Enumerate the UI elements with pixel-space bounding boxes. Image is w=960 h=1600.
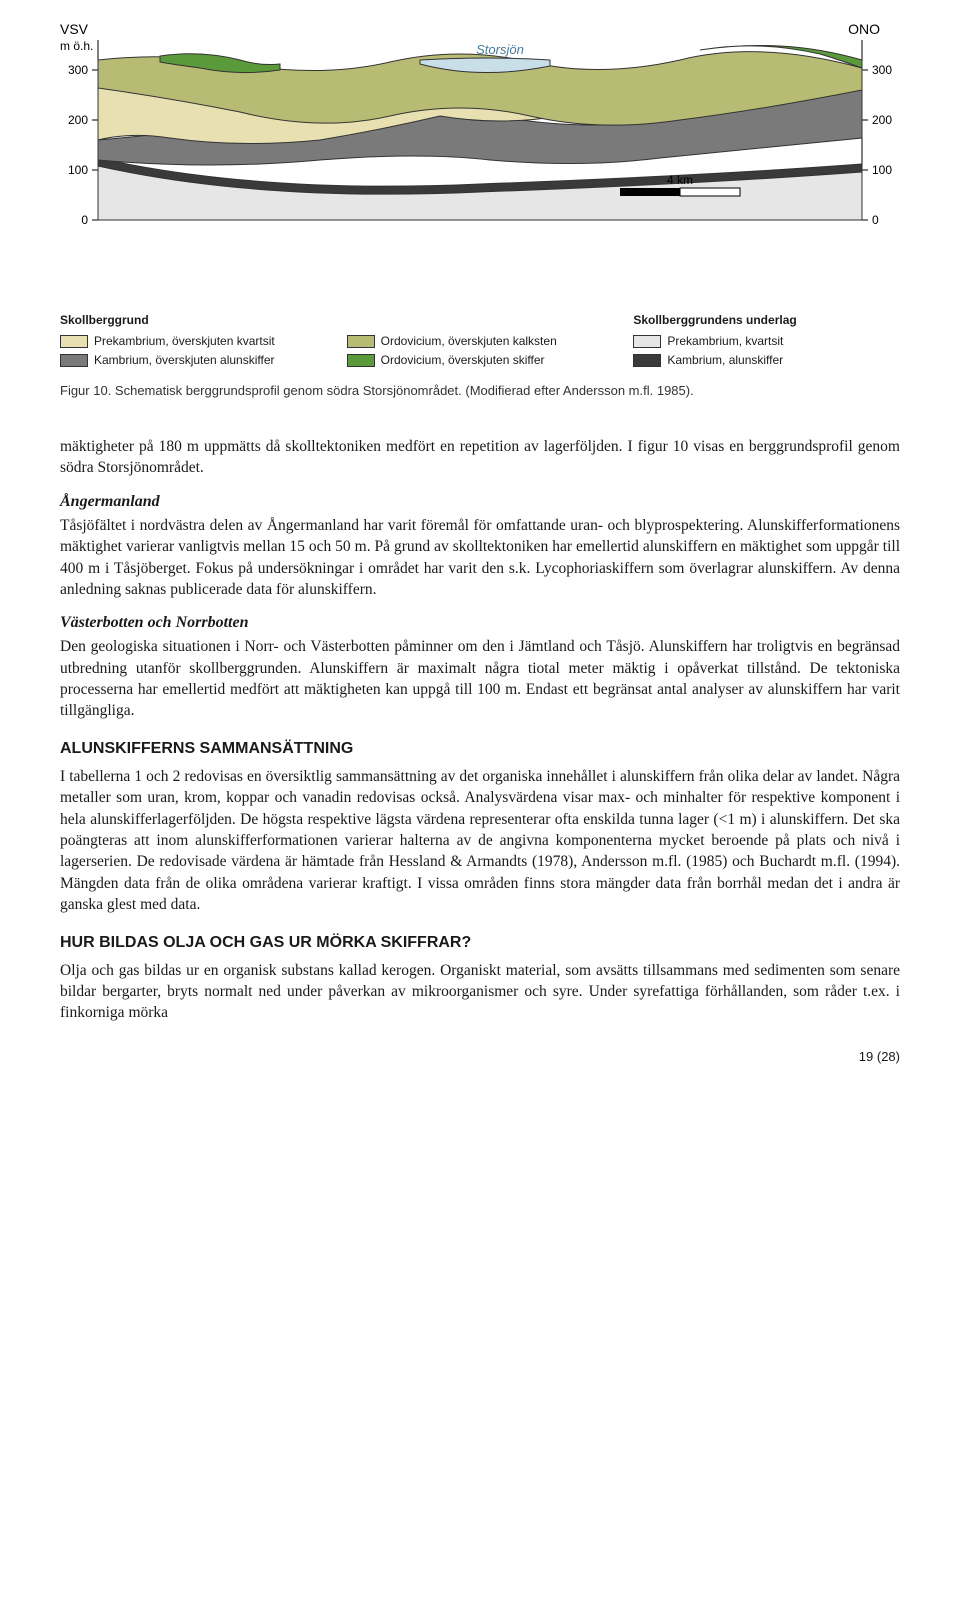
swatch bbox=[347, 335, 375, 348]
geology-layers bbox=[98, 46, 862, 221]
swatch bbox=[347, 354, 375, 367]
section-heading-angermanland: Ångermanland bbox=[60, 491, 900, 513]
legend-label: Prekambrium, kvartsit bbox=[667, 333, 783, 350]
figure-caption: Figur 10. Schematisk berggrundsprofil ge… bbox=[60, 382, 900, 400]
body-paragraph: Olja och gas bildas ur en organisk subst… bbox=[60, 960, 900, 1024]
y-axis-left: 300 200 100 0 bbox=[68, 40, 98, 227]
legend-label: Kambrium, överskjuten alunskiffer bbox=[94, 352, 275, 369]
body-paragraph: mäktigheter på 180 m uppmätts då skollte… bbox=[60, 436, 900, 479]
section-heading-vasterbotten: Västerbotten och Norrbotten bbox=[60, 612, 900, 634]
svg-text:300: 300 bbox=[872, 63, 892, 77]
main-heading-oljagas: HUR BILDAS OLJA OCH GAS UR MÖRKA SKIFFRA… bbox=[60, 932, 900, 954]
legend: Skollberggrund Prekambrium, överskjuten … bbox=[60, 312, 900, 372]
legend-label: Prekambrium, överskjuten kvartsit bbox=[94, 333, 275, 350]
legend-col-3: Skollberggrundens underlag Prekambrium, … bbox=[633, 312, 900, 372]
legend-col-1: Skollberggrund Prekambrium, överskjuten … bbox=[60, 312, 327, 372]
svg-text:100: 100 bbox=[68, 163, 88, 177]
legend-label: Ordovicium, överskjuten skiffer bbox=[381, 352, 545, 369]
swatch bbox=[633, 335, 661, 348]
legend-label: Ordovicium, överskjuten kalksten bbox=[381, 333, 557, 350]
body-paragraph: Den geologiska situationen i Norr- och V… bbox=[60, 636, 900, 722]
legend-head bbox=[347, 312, 614, 329]
swatch bbox=[60, 335, 88, 348]
cross-section-figure: VSV ONO m ö.h. 300 200 100 0 300 200 100… bbox=[60, 20, 900, 372]
water-label: Storsjön bbox=[476, 42, 524, 57]
y-axis-right: 300 200 100 0 bbox=[862, 40, 892, 227]
legend-head: Skollberggrundens underlag bbox=[633, 312, 900, 329]
legend-item: Ordovicium, överskjuten skiffer bbox=[347, 352, 614, 369]
legend-label: Kambrium, alunskiffer bbox=[667, 352, 783, 369]
body-paragraph: Tåsjöfältet i nordvästra delen av Ångerm… bbox=[60, 515, 900, 601]
label-yunit: m ö.h. bbox=[60, 39, 93, 53]
main-heading-sammansattning: ALUNSKIFFERNS SAMMANSÄTTNING bbox=[60, 738, 900, 760]
label-vsv: VSV bbox=[60, 21, 89, 37]
label-ono: ONO bbox=[848, 21, 880, 37]
svg-text:0: 0 bbox=[872, 213, 879, 227]
legend-item: Prekambrium, kvartsit bbox=[633, 333, 900, 350]
swatch bbox=[60, 354, 88, 367]
page-number: 19 (28) bbox=[60, 1048, 900, 1066]
svg-text:200: 200 bbox=[68, 113, 88, 127]
svg-text:300: 300 bbox=[68, 63, 88, 77]
legend-head: Skollberggrund bbox=[60, 312, 327, 329]
legend-item: Kambrium, alunskiffer bbox=[633, 352, 900, 369]
svg-text:0: 0 bbox=[81, 213, 88, 227]
svg-text:4 km: 4 km bbox=[667, 173, 693, 187]
legend-item: Kambrium, överskjuten alunskiffer bbox=[60, 352, 327, 369]
swatch bbox=[633, 354, 661, 367]
svg-text:200: 200 bbox=[872, 113, 892, 127]
legend-item: Prekambrium, överskjuten kvartsit bbox=[60, 333, 327, 350]
geological-profile-svg: VSV ONO m ö.h. 300 200 100 0 300 200 100… bbox=[60, 20, 900, 300]
svg-text:100: 100 bbox=[872, 163, 892, 177]
legend-item: Ordovicium, överskjuten kalksten bbox=[347, 333, 614, 350]
legend-col-2: Ordovicium, överskjuten kalksten Ordovic… bbox=[347, 312, 614, 372]
body-paragraph: I tabellerna 1 och 2 redovisas en översi… bbox=[60, 766, 900, 916]
